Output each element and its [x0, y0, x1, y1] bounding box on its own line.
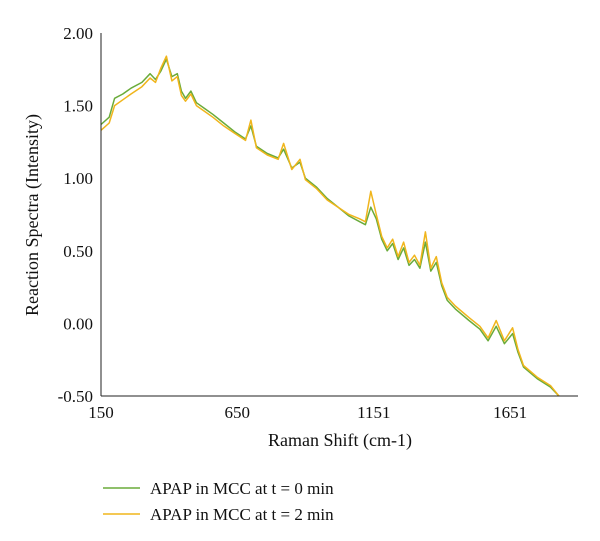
x-tick-labels: 150 650 1151 1651	[88, 403, 527, 422]
x-tick-label: 650	[225, 403, 251, 422]
y-tick-label: -0.50	[58, 387, 93, 406]
x-tick-label: 150	[88, 403, 114, 422]
x-tick-label: 1151	[357, 403, 390, 422]
x-tick-label: 1651	[493, 403, 527, 422]
series-line-1	[100, 55, 560, 397]
legend-label-t2: APAP in MCC at t = 2 min	[150, 505, 334, 524]
y-tick-labels: -0.50 0.00 0.50 1.00 1.50 2.00	[58, 24, 93, 406]
series-line-0	[100, 58, 560, 397]
y-tick-label: 2.00	[63, 24, 93, 43]
y-axis-title: Reaction Spectra (Intensity)	[22, 114, 43, 316]
y-tick-label: 0.00	[63, 314, 93, 333]
y-tick-label: 1.50	[63, 97, 93, 116]
legend: APAP in MCC at t = 0 min APAP in MCC at …	[103, 479, 334, 524]
y-tick-label: 1.00	[63, 169, 93, 188]
x-axis-title: Raman Shift (cm-1)	[268, 430, 412, 451]
y-tick-label: 0.50	[63, 242, 93, 261]
legend-label-t0: APAP in MCC at t = 0 min	[150, 479, 334, 498]
plot-area	[100, 55, 560, 397]
